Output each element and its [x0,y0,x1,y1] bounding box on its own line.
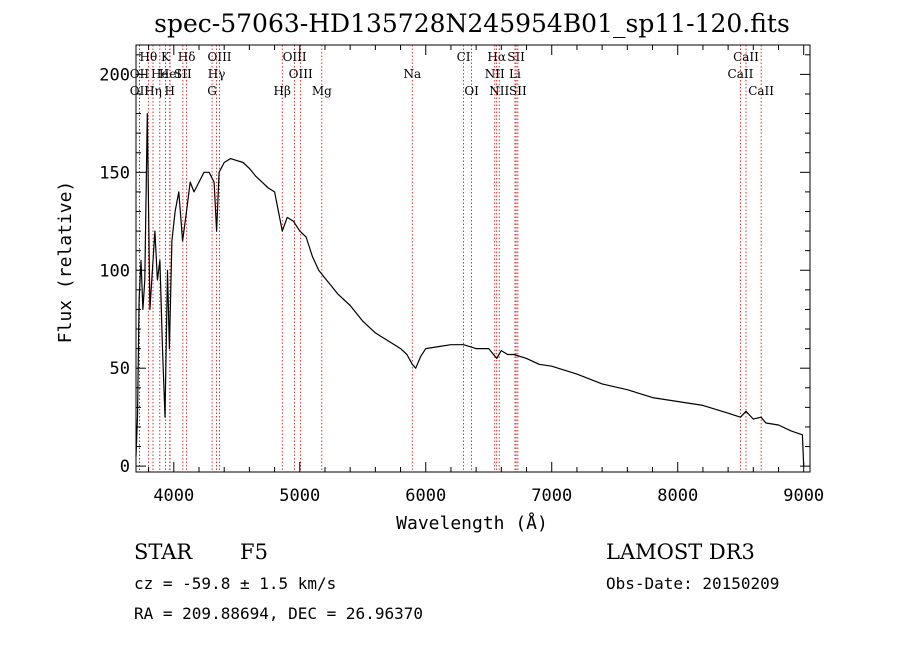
marker-label-10: He [151,67,169,81]
y-tick-label-2: 100 [99,261,130,281]
x-tick-label-5: 9000 [783,486,824,506]
marker-label-19: OII [130,84,150,98]
marker-label-23: Hβ [274,84,291,98]
marker-label-3: OIII [207,50,231,64]
marker-label-28: CaII [748,84,774,98]
object-subclass: F5 [240,540,268,564]
x-tick-label-1: 5000 [279,486,320,506]
marker-label-15: Na [403,67,421,81]
marker-label-1: K [161,50,171,64]
x-tick-label-0: 4000 [153,486,194,506]
y-tick-label-0: 0 [120,457,130,477]
marker-label-13: Hγ [208,67,226,81]
x-tick-label-2: 6000 [405,486,446,506]
marker-label-26: NII [489,84,509,98]
marker-label-20: Hη [144,84,162,98]
x-axis-label: Wavelength (Å) [396,512,548,534]
marker-label-4: OIII [283,50,307,64]
marker-label-16: NII [485,67,505,81]
marker-label-6: Hα [487,50,506,64]
y-tick-label-4: 200 [99,65,130,85]
x-tick-label-4: 8000 [657,486,698,506]
marker-label-17: Li [509,67,521,81]
marker-label-25: OI [464,84,479,98]
y-axis-label: Flux (relative) [55,181,76,344]
marker-label-27: SII [509,84,527,98]
marker-label-12: SII [174,67,192,81]
plot-frame [135,44,811,473]
chart-title: spec-57063-HD135728N245954B01_sp11-120.f… [154,9,790,38]
marker-label-18: CaII [728,67,754,81]
observation-date: Obs-Date: 20150209 [606,574,779,593]
marker-label-21: H [165,84,175,98]
survey-name: LAMOST DR3 [606,540,755,564]
y-tick-label-3: 150 [99,163,130,183]
marker-label-22: G [207,84,217,98]
marker-label-2: Hδ [178,50,196,64]
x-tick-label-3: 7000 [531,486,572,506]
marker-label-24: Mg [312,84,332,98]
marker-label-8: CaII [733,50,759,64]
spectrum-series [135,112,805,467]
y-tick-label-1: 50 [110,359,130,379]
axis-ticks: 4000 5000 6000 7000 8000 9000 0 50 100 150 200 [99,45,824,506]
marker-label-7: SII [507,50,525,64]
redshift-velocity: cz = -59.8 ± 1.5 km/s [134,574,336,593]
series-line-spectrum [135,112,805,467]
coordinates: RA = 209.88694, DEC = 26.96370 [134,604,423,623]
marker-label-5: CI [457,50,471,64]
marker-label-0: Hθ [139,50,157,64]
object-class: STAR [134,540,193,564]
marker-label-14: OIII [289,67,313,81]
